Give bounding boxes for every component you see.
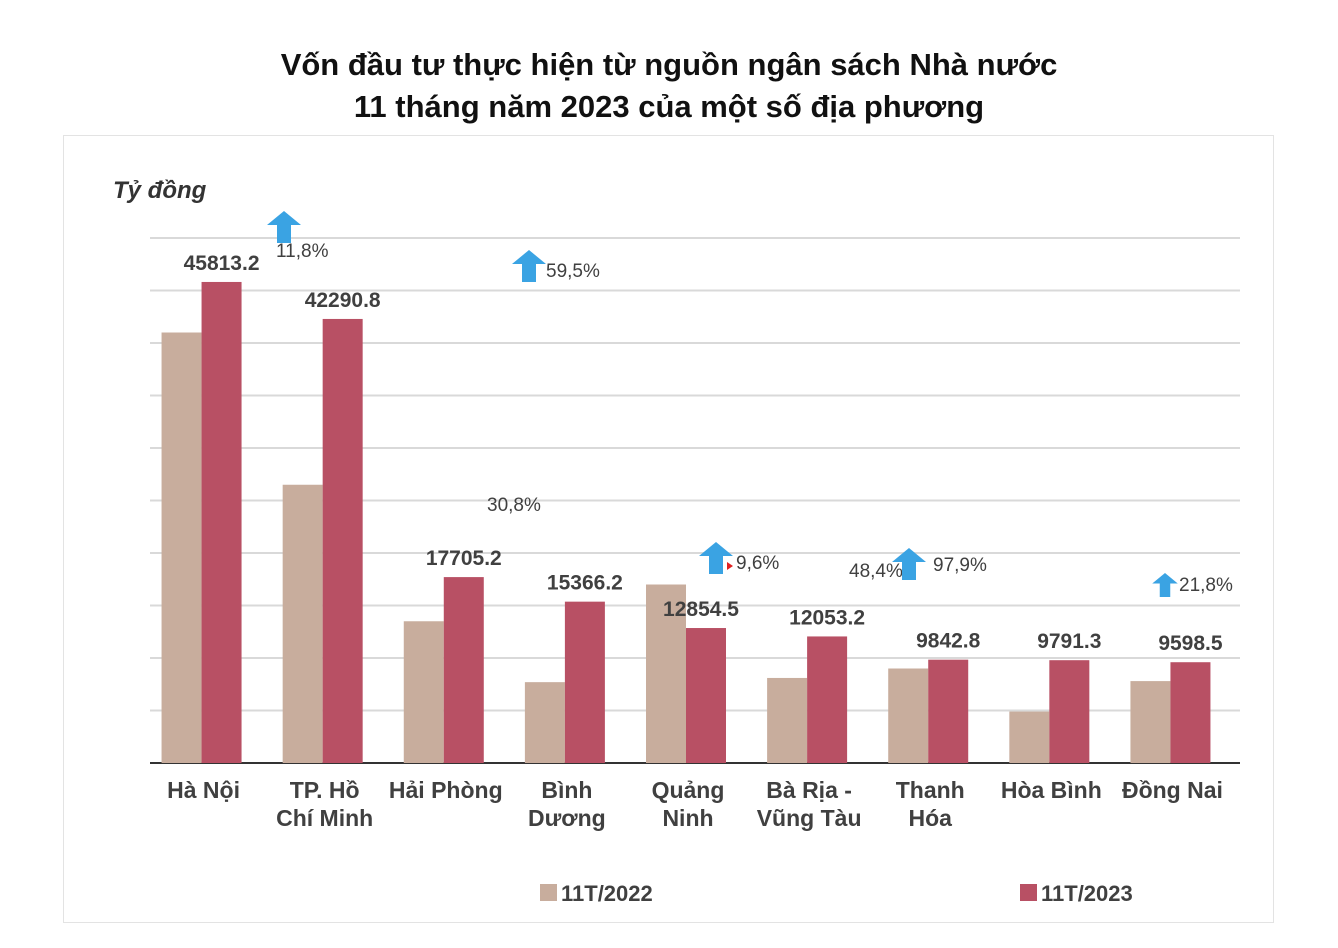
chart-frame: [63, 135, 1274, 923]
growth-annotation: 9,6%: [736, 553, 779, 574]
data-label: 42290.8: [305, 289, 381, 312]
data-label: 15366.2: [547, 572, 623, 595]
y-axis-unit-label: Tỷ đồng: [113, 177, 207, 204]
up-arrow-icon: [267, 211, 301, 243]
bar-11t-2023: [443, 577, 484, 763]
bar-11t-2022: [1009, 711, 1050, 763]
category-label: Hòa Bình: [1001, 777, 1102, 803]
data-label: 9842.8: [916, 630, 981, 653]
bar-11t-2023: [1170, 662, 1211, 763]
up-arrow-icon: [1152, 573, 1178, 597]
category-label: Ninh: [662, 805, 713, 831]
growth-annotation: 48,4%: [849, 561, 903, 582]
category-label: Dương: [528, 805, 606, 831]
bar-11t-2023: [686, 628, 726, 763]
bar-11t-2022: [888, 668, 929, 763]
data-label: 45813.2: [184, 252, 260, 275]
category-label: Đồng Nai: [1122, 777, 1223, 803]
red-marker-icon: [727, 562, 733, 570]
bar-11t-2023: [322, 318, 363, 763]
category-label: Chí Minh: [276, 805, 373, 831]
chart-title-line1: Vốn đầu tư thực hiện từ nguồn ngân sách …: [280, 47, 1058, 82]
bar-11t-2022: [1130, 681, 1171, 763]
data-label: 12053.2: [789, 606, 865, 629]
category-label: Hải Phòng: [389, 777, 503, 803]
category-label: Bình: [541, 777, 592, 803]
data-label: 17705.2: [426, 547, 502, 570]
bar-11t-2022: [524, 682, 565, 763]
data-label: 12854.5: [663, 598, 739, 621]
category-label: Bà Rịa -: [766, 777, 852, 803]
data-label: 9791.3: [1037, 630, 1101, 653]
growth-annotation: 21,8%: [1179, 575, 1233, 596]
up-arrow-icon: [512, 250, 546, 282]
category-label: Thanh: [896, 777, 965, 803]
bar-11t-2022: [767, 677, 808, 763]
category-label: Quảng: [652, 777, 725, 803]
legend-swatch: [540, 884, 557, 901]
category-label: TP. Hồ: [290, 777, 360, 803]
category-label: Hóa: [908, 805, 952, 831]
chart-title-line2: 11 tháng năm 2023 của một số địa phương: [353, 89, 985, 124]
bar-11t-2023: [201, 281, 242, 763]
bar-11t-2022: [403, 621, 444, 763]
growth-annotation: 30,8%: [487, 495, 541, 516]
bar-11t-2022: [161, 332, 202, 763]
category-label: Hà Nội: [167, 777, 240, 803]
growth-annotation: 97,9%: [933, 555, 987, 576]
growth-annotation: 59,5%: [546, 261, 600, 282]
chart-title: Vốn đầu tư thực hiện từ nguồn ngân sách …: [0, 44, 1338, 128]
up-arrow-icon: [699, 542, 733, 574]
legend-label: 11T/2023: [1041, 881, 1133, 906]
up-arrow-icon: [892, 548, 926, 580]
bar-11t-2023: [928, 659, 969, 763]
legend-label: 11T/2022: [561, 881, 653, 906]
bar-11t-2023: [564, 601, 605, 763]
data-label: 9598.5: [1158, 632, 1223, 655]
bar-11t-2022: [646, 584, 686, 763]
bar-11t-2023: [1049, 660, 1090, 763]
legend-swatch: [1020, 884, 1037, 901]
bar-11t-2023: [807, 636, 848, 763]
bar-11t-2022: [282, 484, 323, 763]
growth-annotation: 11,8%: [276, 241, 329, 262]
category-label: Vũng Tàu: [757, 805, 862, 831]
